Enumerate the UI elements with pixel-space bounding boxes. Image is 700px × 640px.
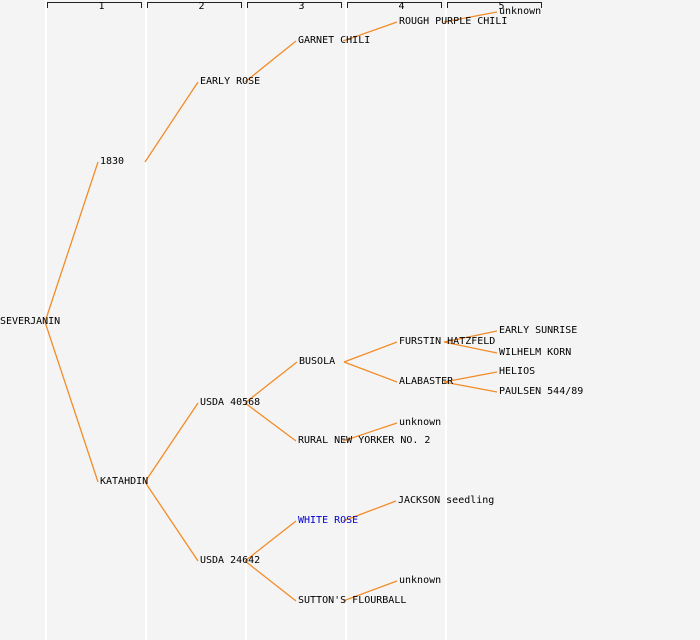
edge-furstin-hatzfeld-to-wilhelm-korn bbox=[443, 341, 498, 354]
node-unknown-mid[interactable]: unknown bbox=[399, 417, 442, 428]
edge-busola-to-alabaster bbox=[343, 361, 398, 383]
edge-severjanin-to-1830 bbox=[44, 161, 99, 323]
edge-katahdin-to-usda-24642 bbox=[144, 481, 199, 562]
generation-label-4: 4 bbox=[398, 1, 405, 12]
edge-white-rose-to-jackson-seedling bbox=[342, 500, 397, 522]
edge-garnet-chili-to-rough-purple-chili bbox=[342, 21, 398, 42]
edge-severjanin-to-katahdin bbox=[44, 321, 99, 483]
node-white-rose[interactable]: WHITE ROSE bbox=[298, 515, 359, 526]
generation-bracket-5 bbox=[447, 2, 542, 8]
node-furstin-hatzfeld[interactable]: FURSTIN HATZFELD bbox=[399, 336, 496, 347]
node-usda-24642[interactable]: USDA 24642 bbox=[200, 555, 261, 566]
node-rural-new-yorker-no-2[interactable]: RURAL NEW YORKER NO. 2 bbox=[298, 435, 431, 446]
node-garnet-chili[interactable]: GARNET CHILI bbox=[298, 35, 371, 46]
node-paulsen-544-89[interactable]: PAULSEN 544/89 bbox=[499, 386, 584, 397]
generation-bracket-1 bbox=[47, 2, 142, 8]
edge-rural-new-yorker-no-2-to-unknown-mid bbox=[342, 422, 398, 442]
column-separator bbox=[145, 0, 147, 640]
edge-usda-24642-to-white-rose bbox=[244, 520, 297, 562]
edge-alabaster-to-paulsen-544-89 bbox=[443, 381, 498, 393]
node-early-sunrise[interactable]: EARLY SUNRISE bbox=[499, 325, 578, 336]
generation-label-5: 5 bbox=[498, 1, 505, 12]
node-severjanin[interactable]: SEVERJANIN bbox=[0, 316, 61, 327]
edge-1830-to-early-rose bbox=[144, 81, 199, 163]
edge-usda-24642-to-suttons-flourball bbox=[244, 560, 297, 602]
column-separator bbox=[245, 0, 247, 640]
node-unknown-bottom[interactable]: unknown bbox=[399, 575, 442, 586]
node-suttons-flourball[interactable]: SUTTON'S FLOURBALL bbox=[298, 595, 407, 606]
edge-rough-purple-chili-to-unknown-top bbox=[443, 11, 498, 23]
generation-label-2: 2 bbox=[198, 1, 205, 12]
generation-bracket-2 bbox=[147, 2, 242, 8]
edge-usda-40568-to-rural-new-yorker-no-2 bbox=[244, 402, 297, 442]
edge-katahdin-to-usda-40568 bbox=[144, 402, 199, 483]
node-unknown-top[interactable]: unknown bbox=[499, 6, 542, 17]
edge-alabaster-to-helios bbox=[443, 371, 498, 383]
node-rough-purple-chili[interactable]: ROUGH PURPLE CHILI bbox=[399, 16, 508, 27]
node-1830[interactable]: 1830 bbox=[100, 156, 125, 167]
edge-furstin-hatzfeld-to-early-sunrise bbox=[443, 330, 498, 343]
column-separator bbox=[345, 0, 347, 640]
generation-label-3: 3 bbox=[298, 1, 305, 12]
generation-bracket-3 bbox=[247, 2, 342, 8]
node-busola[interactable]: BUSOLA bbox=[299, 356, 336, 367]
node-helios[interactable]: HELIOS bbox=[499, 366, 536, 377]
edge-usda-40568-to-busola bbox=[244, 361, 298, 404]
node-alabaster[interactable]: ALABASTER bbox=[399, 376, 454, 387]
node-usda-40568[interactable]: USDA 40568 bbox=[200, 397, 261, 408]
node-early-rose[interactable]: EARLY ROSE bbox=[200, 76, 261, 87]
node-katahdin[interactable]: KATAHDIN bbox=[100, 476, 149, 487]
edge-suttons-flourball-to-unknown-bottom bbox=[342, 580, 398, 602]
node-wilhelm-korn[interactable]: WILHELM KORN bbox=[499, 347, 572, 358]
generation-label-1: 1 bbox=[98, 1, 105, 12]
column-separator bbox=[445, 0, 447, 640]
edge-early-rose-to-garnet-chili bbox=[244, 40, 297, 83]
node-jackson-seedling[interactable]: JACKSON seedling bbox=[398, 495, 495, 506]
generation-bracket-4 bbox=[347, 2, 442, 8]
edge-busola-to-furstin-hatzfeld bbox=[343, 341, 398, 363]
